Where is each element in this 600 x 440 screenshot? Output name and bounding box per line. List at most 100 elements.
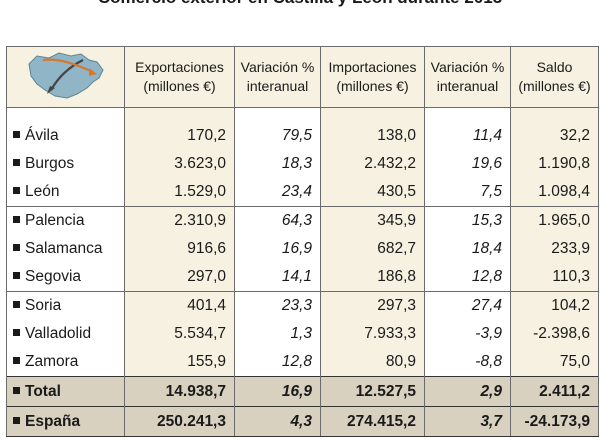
header-exportaciones: Exportaciones (millones €): [124, 46, 235, 108]
bullet-icon: [13, 301, 20, 308]
province-name: Soria: [6, 291, 125, 320]
export-variation-value: 14,1: [234, 263, 321, 292]
saldo-value: 233,9: [510, 235, 599, 263]
spain-exportaciones-value: 250.241,3: [124, 406, 235, 437]
province-name: León: [6, 178, 125, 207]
importaciones-value: 80,9: [320, 348, 425, 377]
table-row: León 1.529,0 23,4 430,5 7,5 1.098,4: [6, 178, 599, 207]
bullet-icon: [13, 417, 20, 424]
bullet-icon: [13, 216, 20, 223]
exportaciones-value: 297,0: [124, 263, 235, 292]
saldo-value: 1.098,4: [510, 178, 599, 207]
saldo-value: 75,0: [510, 348, 599, 377]
province-name: Burgos: [6, 150, 125, 178]
import-variation-value: -8,8: [424, 348, 511, 377]
saldo-value: 110,3: [510, 263, 599, 292]
table-row: Palencia 2.310,9 64,3 345,9 15,3 1.965,0: [6, 206, 599, 235]
total-export-variation-value: 16,9: [234, 376, 321, 407]
trade-table-container: Exportaciones (millones €) Variación % int…: [6, 46, 599, 438]
export-variation-value: 23,4: [234, 178, 321, 207]
import-variation-value: 27,4: [424, 291, 511, 320]
saldo-value: 32,2: [510, 122, 599, 150]
bullet-icon: [13, 272, 20, 279]
importaciones-value: 138,0: [320, 122, 425, 150]
importaciones-value: 186,8: [320, 263, 425, 292]
exportaciones-value: 155,9: [124, 348, 235, 377]
importaciones-value: 7.933,3: [320, 320, 425, 348]
header-variacion-export: Variación % interanual: [234, 46, 321, 108]
saldo-value: 1.965,0: [510, 206, 599, 235]
export-variation-value: 79,5: [234, 122, 321, 150]
importaciones-value: 2.432,2: [320, 150, 425, 178]
spain-label: España: [6, 406, 125, 437]
province-name: Zamora: [6, 348, 125, 377]
importaciones-value: 297,3: [320, 291, 425, 320]
total-row: Total 14.938,7 16,9 12.527,5 2,9 2.411,2: [6, 376, 599, 407]
saldo-value: 1.190,8: [510, 150, 599, 178]
spain-row: España 250.241,3 4,3 274.415,2 3,7 -24.1…: [6, 406, 599, 437]
spain-import-variation-value: 3,7: [424, 406, 511, 437]
exportaciones-value: 401,4: [124, 291, 235, 320]
export-variation-value: 18,3: [234, 150, 321, 178]
spain-importaciones-value: 274.415,2: [320, 406, 425, 437]
bullet-icon: [13, 187, 20, 194]
total-exportaciones-value: 14.938,7: [124, 376, 235, 407]
province-name: Palencia: [6, 206, 125, 235]
trade-table: Exportaciones (millones €) Variación % int…: [6, 46, 599, 437]
page-title: Comercio exterior en Castilla y León dur…: [0, 0, 600, 8]
importaciones-value: 430,5: [320, 178, 425, 207]
table-row: Burgos 3.623,0 18,3 2.432,2 19,6 1.190,8: [6, 150, 599, 178]
total-label: Total: [6, 376, 125, 407]
total-import-variation-value: 2,9: [424, 376, 511, 407]
table-row: Ávila 170,2 79,5 138,0 11,4 32,2: [6, 122, 599, 150]
province-name: Salamanca: [6, 235, 125, 263]
header-importaciones: Importaciones (millones €): [320, 46, 425, 108]
export-variation-value: 23,3: [234, 291, 321, 320]
header-variacion-import: Variación % interanual: [424, 46, 511, 108]
header-saldo: Saldo (millones €): [510, 46, 599, 108]
province-name: Ávila: [6, 122, 125, 150]
exportaciones-value: 2.310,9: [124, 206, 235, 235]
province-name: Valladolid: [6, 320, 125, 348]
total-importaciones-value: 12.527,5: [320, 376, 425, 407]
table-row: Valladolid 5.534,7 1,3 7.933,3 -3,9 -2.3…: [6, 320, 599, 348]
header-row: Exportaciones (millones €) Variación % int…: [6, 46, 599, 108]
spain-export-variation-value: 4,3: [234, 406, 321, 437]
total-saldo-value: 2.411,2: [510, 376, 599, 407]
importaciones-value: 682,7: [320, 235, 425, 263]
import-variation-value: 15,3: [424, 206, 511, 235]
export-variation-value: 1,3: [234, 320, 321, 348]
import-variation-value: 12,8: [424, 263, 511, 292]
table-row: Salamanca 916,6 16,9 682,7 18,4 233,9: [6, 235, 599, 263]
bullet-icon: [13, 329, 20, 336]
spain-saldo-value: -24.173,9: [510, 406, 599, 437]
import-variation-value: 18,4: [424, 235, 511, 263]
table-row: Soria 401,4 23,3 297,3 27,4 104,2: [6, 291, 599, 320]
bullet-icon: [13, 244, 20, 251]
exportaciones-value: 170,2: [124, 122, 235, 150]
map-header-cell: [6, 46, 125, 108]
exportaciones-value: 3.623,0: [124, 150, 235, 178]
export-variation-value: 12,8: [234, 348, 321, 377]
export-variation-value: 16,9: [234, 235, 321, 263]
saldo-value: 104,2: [510, 291, 599, 320]
bullet-icon: [13, 131, 20, 138]
exportaciones-value: 916,6: [124, 235, 235, 263]
saldo-value: -2.398,6: [510, 320, 599, 348]
spacer-row: [6, 107, 599, 122]
table-row: Segovia 297,0 14,1 186,8 12,8 110,3: [6, 263, 599, 292]
exportaciones-value: 1.529,0: [124, 178, 235, 207]
table-row: Zamora 155,9 12,8 80,9 -8,8 75,0: [6, 348, 599, 377]
province-name: Segovia: [6, 263, 125, 292]
bullet-icon: [13, 357, 20, 364]
bullet-icon: [13, 387, 20, 394]
import-variation-value: 7,5: [424, 178, 511, 207]
importaciones-value: 345,9: [320, 206, 425, 235]
import-variation-value: 19,6: [424, 150, 511, 178]
bullet-icon: [13, 159, 20, 166]
import-variation-value: 11,4: [424, 122, 511, 150]
import-variation-value: -3,9: [424, 320, 511, 348]
castilla-leon-map-with-arrows-icon: [28, 52, 104, 99]
exportaciones-value: 5.534,7: [124, 320, 235, 348]
export-variation-value: 64,3: [234, 206, 321, 235]
